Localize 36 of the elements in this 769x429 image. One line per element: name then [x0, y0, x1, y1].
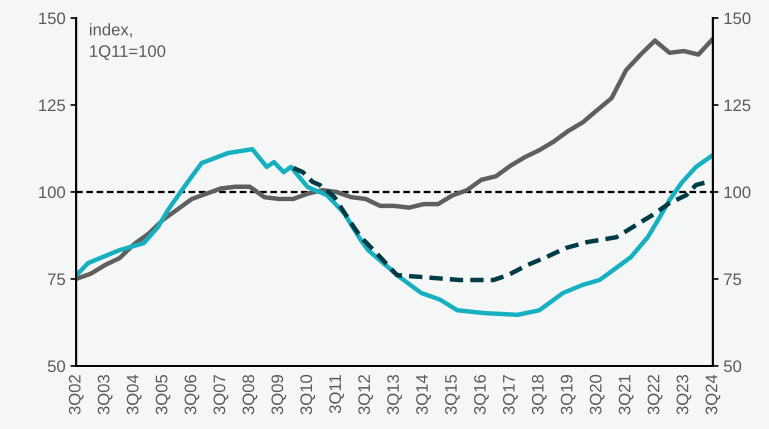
y-tick-label: 150: [39, 12, 66, 24]
x-tick-label: 3Q09: [271, 375, 286, 414]
x-tick-label: 3Q02: [68, 375, 84, 414]
x-tick-label: 3Q12: [358, 375, 374, 414]
y2-tick-label: 150: [724, 12, 750, 24]
x-tick-label: 3Q07: [213, 375, 228, 414]
x-tick-label: 3Q08: [242, 374, 258, 414]
x-tick-label: 3Q05: [156, 374, 170, 414]
y-tick-label: 50: [48, 360, 66, 372]
y2-tick-label: 75: [724, 274, 742, 286]
y-tick-label: 125: [39, 99, 66, 112]
x-tick-label: 3Q11: [329, 375, 344, 414]
line-series: [76, 36, 713, 282]
x-tick-label: 3Q18: [532, 374, 547, 414]
x-tick-label: 3Q16: [474, 375, 489, 414]
x-tick-label: 3Q20: [590, 374, 605, 414]
x-tick-label: 3Q15: [445, 374, 460, 414]
y2-tick-label: 100: [724, 186, 750, 198]
x-tick-label: 3Q22: [648, 375, 662, 414]
x-tick-label: 3Q19: [560, 375, 576, 414]
x-tick-label: 3Q13: [387, 375, 402, 414]
y-tick-label: 75: [48, 274, 66, 286]
x-tick-label: 3Q23: [676, 375, 692, 414]
x-tick-label: 3Q04: [126, 374, 142, 414]
x-tick-label: 3Q24: [706, 374, 720, 414]
x-tick-label: 3Q10: [300, 374, 316, 414]
annotation: index, 1Q11=100: [90, 23, 166, 60]
x-tick-label: 3Q03: [98, 375, 113, 414]
x-tick-label: 3Q14: [416, 374, 431, 414]
line-series: [76, 146, 713, 318]
y-tick-label: 100: [39, 186, 66, 198]
x-tick-label: 3Q21: [618, 375, 634, 414]
x-tick-label: 3Q06: [184, 375, 200, 414]
y2-tick-label: 125: [724, 99, 750, 112]
y2-tick-label: 50: [724, 360, 742, 372]
x-tick-label: 3Q17: [502, 375, 518, 414]
